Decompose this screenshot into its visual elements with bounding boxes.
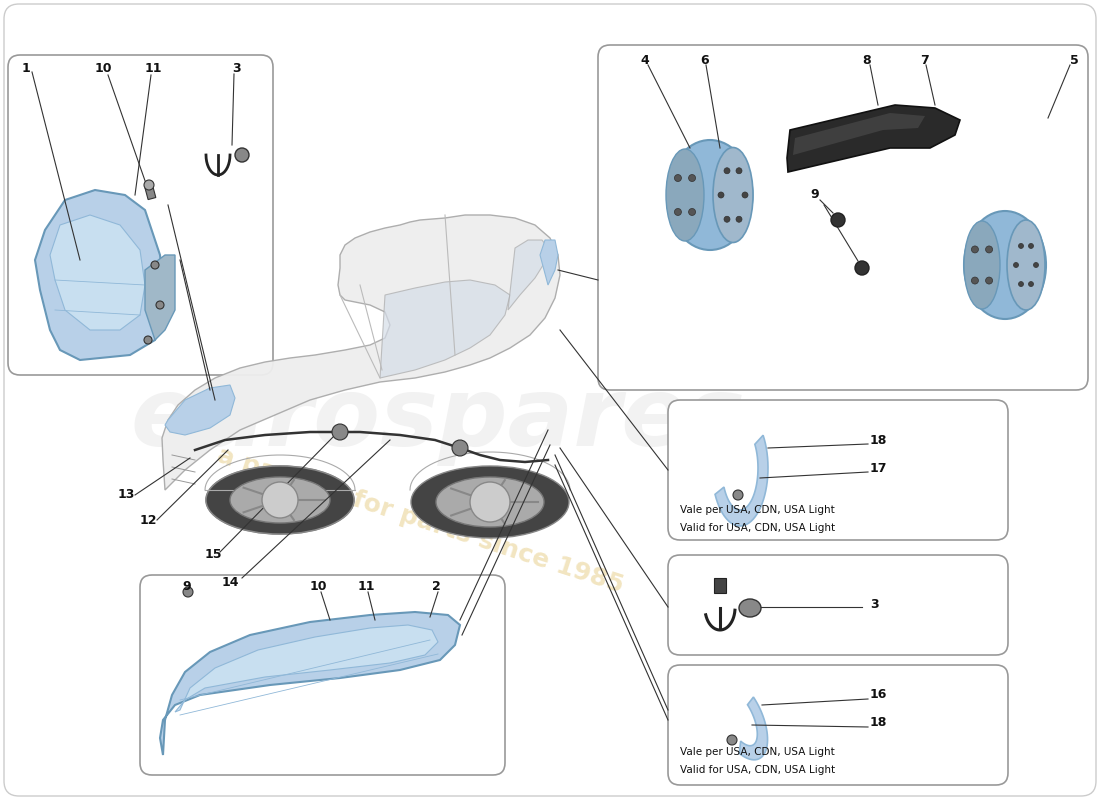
Polygon shape bbox=[786, 105, 960, 172]
Bar bbox=[145, 186, 156, 199]
Ellipse shape bbox=[411, 466, 569, 538]
Bar bbox=[714, 578, 726, 593]
Text: 11: 11 bbox=[145, 62, 163, 74]
Polygon shape bbox=[379, 280, 510, 378]
Ellipse shape bbox=[206, 466, 354, 534]
Circle shape bbox=[470, 482, 510, 522]
Circle shape bbox=[262, 482, 298, 518]
Text: 10: 10 bbox=[95, 62, 112, 74]
Polygon shape bbox=[160, 612, 460, 755]
Text: a passion for parts since 1985: a passion for parts since 1985 bbox=[213, 442, 626, 598]
FancyBboxPatch shape bbox=[598, 45, 1088, 390]
Ellipse shape bbox=[713, 147, 754, 242]
Text: 12: 12 bbox=[140, 514, 157, 526]
Text: 11: 11 bbox=[358, 581, 375, 594]
FancyBboxPatch shape bbox=[668, 665, 1008, 785]
Text: 2: 2 bbox=[432, 581, 441, 594]
Circle shape bbox=[727, 735, 737, 745]
Polygon shape bbox=[165, 385, 235, 435]
Ellipse shape bbox=[668, 140, 752, 250]
Circle shape bbox=[144, 336, 152, 344]
Circle shape bbox=[151, 261, 160, 269]
Circle shape bbox=[1013, 262, 1019, 267]
FancyBboxPatch shape bbox=[668, 555, 1008, 655]
Ellipse shape bbox=[230, 477, 330, 523]
Polygon shape bbox=[715, 435, 768, 526]
Circle shape bbox=[724, 168, 730, 174]
Polygon shape bbox=[508, 240, 548, 310]
Polygon shape bbox=[145, 255, 175, 340]
Circle shape bbox=[144, 180, 154, 190]
Text: Valid for USA, CDN, USA Light: Valid for USA, CDN, USA Light bbox=[680, 765, 835, 775]
Circle shape bbox=[1019, 243, 1023, 249]
Text: 16: 16 bbox=[870, 689, 888, 702]
Circle shape bbox=[718, 192, 724, 198]
Text: 6: 6 bbox=[700, 54, 708, 66]
Polygon shape bbox=[35, 190, 165, 360]
Polygon shape bbox=[175, 625, 438, 712]
Polygon shape bbox=[162, 215, 560, 490]
Text: 13: 13 bbox=[118, 489, 135, 502]
Polygon shape bbox=[739, 697, 768, 760]
Text: 18: 18 bbox=[870, 434, 888, 446]
FancyBboxPatch shape bbox=[140, 575, 505, 775]
Ellipse shape bbox=[964, 221, 1000, 309]
Ellipse shape bbox=[206, 466, 354, 534]
Circle shape bbox=[733, 490, 742, 500]
Polygon shape bbox=[540, 240, 558, 285]
Polygon shape bbox=[50, 215, 145, 330]
Circle shape bbox=[332, 424, 348, 440]
Text: 1: 1 bbox=[22, 62, 31, 74]
FancyBboxPatch shape bbox=[8, 55, 273, 375]
Text: Vale per USA, CDN, USA Light: Vale per USA, CDN, USA Light bbox=[680, 505, 835, 515]
Text: 3: 3 bbox=[232, 62, 241, 74]
Circle shape bbox=[736, 168, 743, 174]
Text: 7: 7 bbox=[920, 54, 928, 66]
Circle shape bbox=[724, 216, 730, 222]
Circle shape bbox=[742, 192, 748, 198]
Text: 9: 9 bbox=[182, 581, 190, 594]
Text: 18: 18 bbox=[870, 717, 888, 730]
Polygon shape bbox=[793, 113, 925, 155]
Ellipse shape bbox=[436, 477, 544, 527]
Circle shape bbox=[1019, 282, 1023, 286]
Circle shape bbox=[156, 301, 164, 309]
Text: 8: 8 bbox=[862, 54, 870, 66]
Circle shape bbox=[971, 277, 978, 284]
Text: 14: 14 bbox=[222, 575, 240, 589]
Text: 3: 3 bbox=[870, 598, 879, 611]
Circle shape bbox=[986, 277, 992, 284]
Circle shape bbox=[736, 216, 743, 222]
Circle shape bbox=[183, 587, 192, 597]
Text: 4: 4 bbox=[640, 54, 649, 66]
Circle shape bbox=[986, 246, 992, 253]
Text: 5: 5 bbox=[1070, 54, 1079, 66]
Text: 9: 9 bbox=[810, 189, 818, 202]
Circle shape bbox=[971, 246, 978, 253]
Ellipse shape bbox=[1006, 220, 1045, 310]
Ellipse shape bbox=[666, 149, 704, 241]
Text: eurospares: eurospares bbox=[130, 374, 745, 466]
Text: Valid for USA, CDN, USA Light: Valid for USA, CDN, USA Light bbox=[680, 523, 835, 533]
Circle shape bbox=[452, 440, 468, 456]
Circle shape bbox=[689, 209, 695, 215]
Text: 10: 10 bbox=[310, 581, 328, 594]
Text: 15: 15 bbox=[205, 549, 222, 562]
Circle shape bbox=[1034, 262, 1038, 267]
Circle shape bbox=[674, 174, 681, 182]
FancyBboxPatch shape bbox=[668, 400, 1008, 540]
Circle shape bbox=[674, 209, 681, 215]
Circle shape bbox=[689, 174, 695, 182]
Circle shape bbox=[1028, 243, 1034, 249]
Ellipse shape bbox=[964, 211, 1046, 319]
Circle shape bbox=[830, 213, 845, 227]
Circle shape bbox=[855, 261, 869, 275]
Circle shape bbox=[235, 148, 249, 162]
Text: Vale per USA, CDN, USA Light: Vale per USA, CDN, USA Light bbox=[680, 747, 835, 757]
Text: 17: 17 bbox=[870, 462, 888, 474]
Circle shape bbox=[1028, 282, 1034, 286]
Ellipse shape bbox=[739, 599, 761, 617]
